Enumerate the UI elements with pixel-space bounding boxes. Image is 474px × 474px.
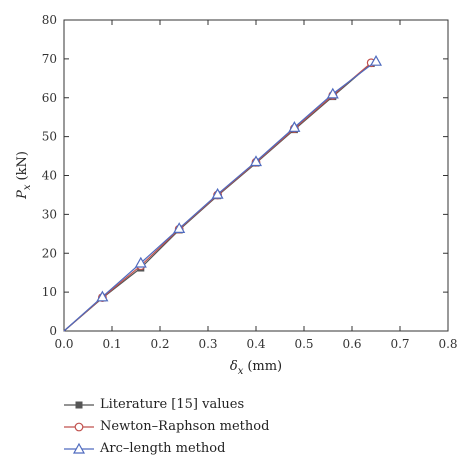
data-point-triangle bbox=[173, 222, 186, 233]
legend-item-arc-length: Arc–length method bbox=[62, 440, 322, 458]
x-tick-label: 0.1 bbox=[102, 337, 121, 351]
y-tick-label: 10 bbox=[42, 285, 57, 299]
x-axis-symbol: δ bbox=[230, 359, 238, 374]
y-tick-label: 80 bbox=[42, 13, 57, 27]
data-point-triangle bbox=[326, 87, 339, 99]
data-point-triangle bbox=[134, 256, 147, 268]
data-point-triangle bbox=[369, 54, 383, 66]
data-point-triangle bbox=[288, 121, 301, 132]
x-tick-label: 0.3 bbox=[198, 337, 217, 351]
x-tick-label: 0.6 bbox=[342, 337, 361, 351]
y-tick-label: 60 bbox=[42, 91, 57, 105]
y-tick-label: 70 bbox=[42, 52, 57, 66]
y-tick-label: 40 bbox=[42, 169, 57, 183]
x-tick-label: 0.5 bbox=[294, 337, 313, 351]
y-tick-label: 20 bbox=[42, 246, 57, 260]
x-axis-subscript: x bbox=[238, 366, 244, 377]
chart-plot: 0.0 0.1 0.2 0.3 0.4 0.5 0.6 0.7 0.8 0 10 20 30 40 50 60… bbox=[15, 13, 458, 377]
x-tick-label: 0.7 bbox=[390, 337, 409, 351]
legend-swatch-arc-length bbox=[64, 442, 94, 454]
legend-label-literature: Literature [15] values bbox=[100, 397, 245, 412]
legend-label-newton-raphson: Newton–Raphson method bbox=[100, 419, 270, 434]
series-layer bbox=[63, 54, 383, 332]
y-axis-symbol: P bbox=[15, 190, 30, 200]
x-axis-title: δx (mm) bbox=[230, 359, 282, 377]
y-axis-title: Px (kN) bbox=[15, 151, 33, 200]
legend-swatch-literature bbox=[64, 401, 94, 409]
x-tick-label: 0.8 bbox=[438, 337, 457, 351]
data-point-triangle bbox=[96, 290, 109, 302]
x-tick-label: 0.4 bbox=[246, 337, 265, 351]
legend-item-literature: Literature [15] values bbox=[62, 396, 322, 414]
x-tick-label: 0.2 bbox=[150, 337, 169, 351]
y-axis-subscript: x bbox=[22, 184, 33, 190]
data-point-triangle bbox=[211, 187, 224, 199]
axes: 0.0 0.1 0.2 0.3 0.4 0.5 0.6 0.7 0.8 0 10 20 30 40 50 60… bbox=[42, 13, 458, 351]
x-axis-unit: (mm) bbox=[247, 359, 282, 374]
y-tick-label: 30 bbox=[42, 207, 57, 221]
plot-frame bbox=[63, 19, 449, 332]
legend-item-newton-raphson: Newton–Raphson method bbox=[62, 418, 322, 436]
x-tick-label: 0.0 bbox=[54, 337, 73, 351]
legend-label-arc-length: Arc–length method bbox=[100, 441, 226, 456]
legend-swatch-newton-raphson bbox=[64, 422, 94, 432]
data-point-triangle bbox=[249, 155, 263, 167]
y-tick-label: 50 bbox=[42, 130, 57, 144]
y-tick-label: 0 bbox=[49, 324, 57, 338]
y-axis-unit: (kN) bbox=[15, 151, 30, 180]
